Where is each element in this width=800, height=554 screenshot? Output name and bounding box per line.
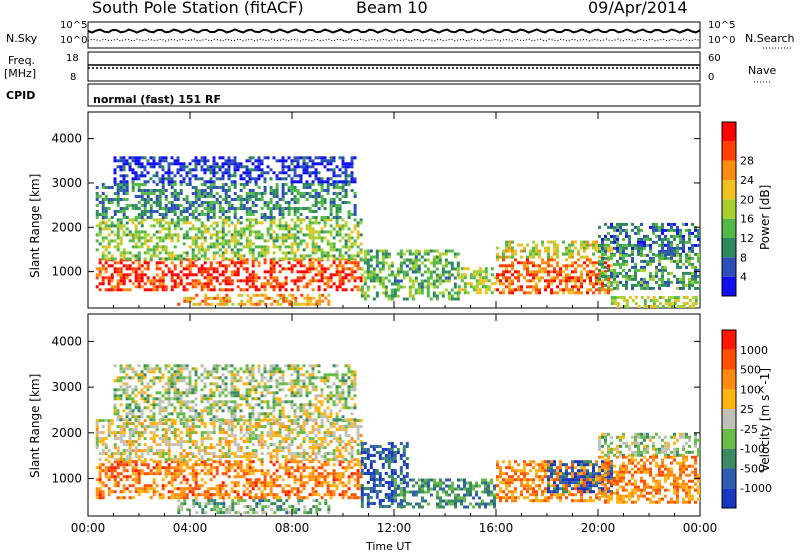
power-colorbar-tick-label-6: 28 xyxy=(740,155,754,168)
nsearch-label: N.Search xyxy=(745,32,795,45)
power-colorbar-segment-6 xyxy=(722,160,736,180)
header-date: 09/Apr/2014 xyxy=(588,0,688,17)
power-echo-region-0 xyxy=(95,258,363,292)
x-tick-label-4: 16:00 xyxy=(479,521,514,535)
header-station: South Pole Station (fitACF) xyxy=(92,0,304,17)
nsky-frame xyxy=(87,21,701,49)
x-tick-label-2: 08:00 xyxy=(275,521,310,535)
x-axis-label: Time UT xyxy=(366,540,412,553)
power-colorbar-tick-label-2: 12 xyxy=(740,232,754,245)
velocity-colorbar-segment-7 xyxy=(722,349,736,370)
velocity-colorbar-tick-label-2: 100 xyxy=(740,383,761,396)
velocity-colorbar-segment-5 xyxy=(722,389,736,410)
velocity-echo-region-2 xyxy=(113,364,357,422)
velocity-colorbar-tick-label-7: -1000 xyxy=(740,482,772,495)
freq-tick-low: 8 xyxy=(70,72,77,83)
nsky-tick-high: 10^5 xyxy=(60,20,88,31)
freq-unit: [MHz] xyxy=(4,67,37,80)
power-colorbar-tick-label-0: 4 xyxy=(740,271,747,284)
velocity-colorbar-tick-label-0: 1000 xyxy=(740,344,768,357)
velocity-colorbar-segment-8 xyxy=(722,330,736,350)
velocity-colorbar-segment-0 xyxy=(722,488,736,508)
power-colorbar-tick-label-1: 8 xyxy=(740,251,747,264)
power-colorbar-tick-label-4: 20 xyxy=(740,193,754,206)
x-tick-label-6: 00:00 xyxy=(683,521,718,535)
power-ytick-label-3: 4000 xyxy=(51,132,82,146)
power-colorbar-segment-3 xyxy=(722,218,736,238)
header-beam: Beam 10 xyxy=(356,0,428,17)
velocity-ytick-label-3: 4000 xyxy=(51,334,82,348)
nsky-label: N.Sky xyxy=(6,32,38,45)
power-echo-region-4 xyxy=(177,293,331,306)
velocity-ytick-label-1: 2000 xyxy=(51,426,82,440)
power-echo-region-8 xyxy=(496,240,613,259)
power-colorbar-segment-1 xyxy=(722,257,736,277)
velocity-colorbar-frame xyxy=(721,329,737,509)
velocity-echo-region-0 xyxy=(95,460,363,500)
power-ytick-label-1: 2000 xyxy=(51,220,82,234)
power-ytick-label-2: 3000 xyxy=(51,176,82,190)
nsky-tick-low: 10^0 xyxy=(60,35,88,46)
velocity-colorbar-segment-3 xyxy=(722,428,736,449)
power-echo-region-10 xyxy=(598,253,700,290)
nave-label: Nave xyxy=(748,64,777,77)
velocity-colorbar-label: Velocity [m s^-1] xyxy=(758,367,772,472)
velocity-colorbar-tick-label-3: 25 xyxy=(740,403,754,416)
power-colorbar-segment-0 xyxy=(722,276,736,296)
power-ytick-label-0: 1000 xyxy=(51,265,82,279)
velocity-echo-region-1 xyxy=(95,419,363,462)
x-tick-label-3: 12:00 xyxy=(377,521,412,535)
velocity-ytick-label-2: 3000 xyxy=(51,380,82,394)
freq-tick-high: 18 xyxy=(66,53,79,64)
velocity-colorbar-segment-1 xyxy=(722,468,736,489)
power-colorbar-segment-8 xyxy=(722,122,736,142)
x-tick-label-0: 00:00 xyxy=(71,521,106,535)
velocity-ytick-label-0: 1000 xyxy=(51,472,82,486)
x-tick-label-1: 04:00 xyxy=(173,521,208,535)
nsky-tick-low-right: 10^0 xyxy=(708,35,736,46)
cpid-label: CPID xyxy=(6,89,36,102)
power-colorbar-segment-7 xyxy=(722,141,736,161)
power-colorbar-segment-2 xyxy=(722,238,736,258)
nave-tick-high: 60 xyxy=(708,53,721,64)
freq-label: Freq. xyxy=(8,54,36,67)
nsky-series xyxy=(87,28,701,34)
velocity-colorbar-segment-2 xyxy=(722,448,736,469)
power-colorbar-tick-label-5: 24 xyxy=(740,174,754,187)
power-colorbar-tick-label-3: 16 xyxy=(740,213,754,226)
power-echo-region-1 xyxy=(95,218,363,261)
velocity-colorbar-segment-6 xyxy=(722,369,736,390)
velocity-echo-region-3 xyxy=(177,499,331,515)
cpid-frame xyxy=(87,83,701,107)
cpid-value: normal (fast) 151 RF xyxy=(93,93,221,106)
power-colorbar-frame xyxy=(721,121,737,297)
power-echo-region-5 xyxy=(360,249,460,301)
power-colorbar-label: Power [dB] xyxy=(758,184,772,250)
power-colorbar-segment-4 xyxy=(722,199,736,219)
velocity-colorbar-tick-label-4: -25 xyxy=(740,423,758,436)
power-y-label: Slant Range [km] xyxy=(28,173,42,278)
velocity-echo-region-8 xyxy=(598,432,700,457)
power-echo-region-3 xyxy=(113,156,357,184)
freq-frame xyxy=(87,51,701,82)
velocity-echo-region-5 xyxy=(394,478,496,509)
nsky-tick-high-right: 10^5 xyxy=(708,20,736,31)
power-colorbar-segment-5 xyxy=(722,180,736,200)
velocity-colorbar-tick-label-5: -100 xyxy=(740,443,765,456)
power-echo-region-6 xyxy=(457,267,497,295)
velocity-y-label: Slant Range [km] xyxy=(28,373,42,478)
power-echo-region-2 xyxy=(95,183,357,219)
velocity-colorbar-tick-label-6: -500 xyxy=(740,462,765,475)
velocity-colorbar-tick-label-1: 500 xyxy=(740,364,761,377)
x-tick-label-5: 20:00 xyxy=(581,521,616,535)
velocity-echo-region-9 xyxy=(598,455,700,504)
nave-tick-low: 0 xyxy=(708,72,715,83)
velocity-colorbar-segment-4 xyxy=(722,409,736,429)
nsearch-series xyxy=(87,38,701,42)
power-echo-region-11 xyxy=(610,296,698,308)
